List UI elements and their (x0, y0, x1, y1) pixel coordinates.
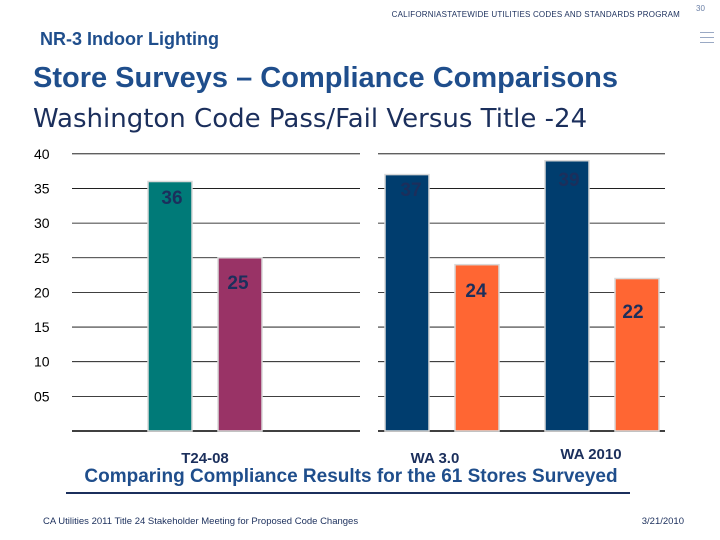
chart-caption: Comparing Compliance Results for the 61 … (84, 466, 618, 487)
y-tick-label: 40 (34, 146, 50, 162)
footer-date: 3/21/2010 (641, 516, 684, 527)
y-tick-label: 30 (34, 215, 50, 231)
bar-t24-08-1 (147, 180, 193, 432)
section-label: NR-3 Indoor Lighting (40, 29, 219, 49)
footer-meeting-title: CA Utilities 2011 Title 24 Stakeholder M… (43, 516, 359, 527)
page-number: 30 (696, 4, 705, 13)
bar-t24-08-2 (217, 257, 263, 432)
caption-underline (66, 492, 630, 494)
y-tick-label: 35 (34, 180, 50, 196)
category-label: WA 2010 (560, 446, 621, 463)
bar-wa-3-0-2 (454, 263, 500, 432)
bar-data-label: 25 (227, 273, 249, 294)
bar-data-label: 22 (622, 302, 643, 323)
bar-wa-3-0-1 (384, 173, 430, 432)
slide-title: Store Surveys – Compliance Comparisons (33, 62, 619, 94)
corner-decoration (700, 32, 714, 47)
bar-data-label: 24 (465, 281, 487, 302)
bar-wa-2010-2 (614, 277, 660, 432)
bar-wa-2010-1 (544, 159, 590, 432)
program-header: CALIFORNIASTATEWIDE UTILITIES CODES AND … (391, 10, 680, 19)
y-tick-label: 20 (34, 284, 50, 300)
category-label: WA 3.0 (411, 450, 460, 467)
bar-data-label: 36 (161, 188, 182, 209)
y-tick-label: 05 (34, 388, 50, 404)
y-tick-label: 25 (34, 250, 50, 266)
y-tick-label: 15 (34, 319, 50, 335)
bar-data-label: 39 (558, 170, 579, 191)
y-tick-label: 10 (34, 354, 50, 370)
bar-data-label: 37 (400, 180, 421, 201)
category-label: T24-08 (181, 450, 229, 467)
slide-subtitle: Washington Code Pass/Fail Versus Title -… (33, 104, 588, 134)
